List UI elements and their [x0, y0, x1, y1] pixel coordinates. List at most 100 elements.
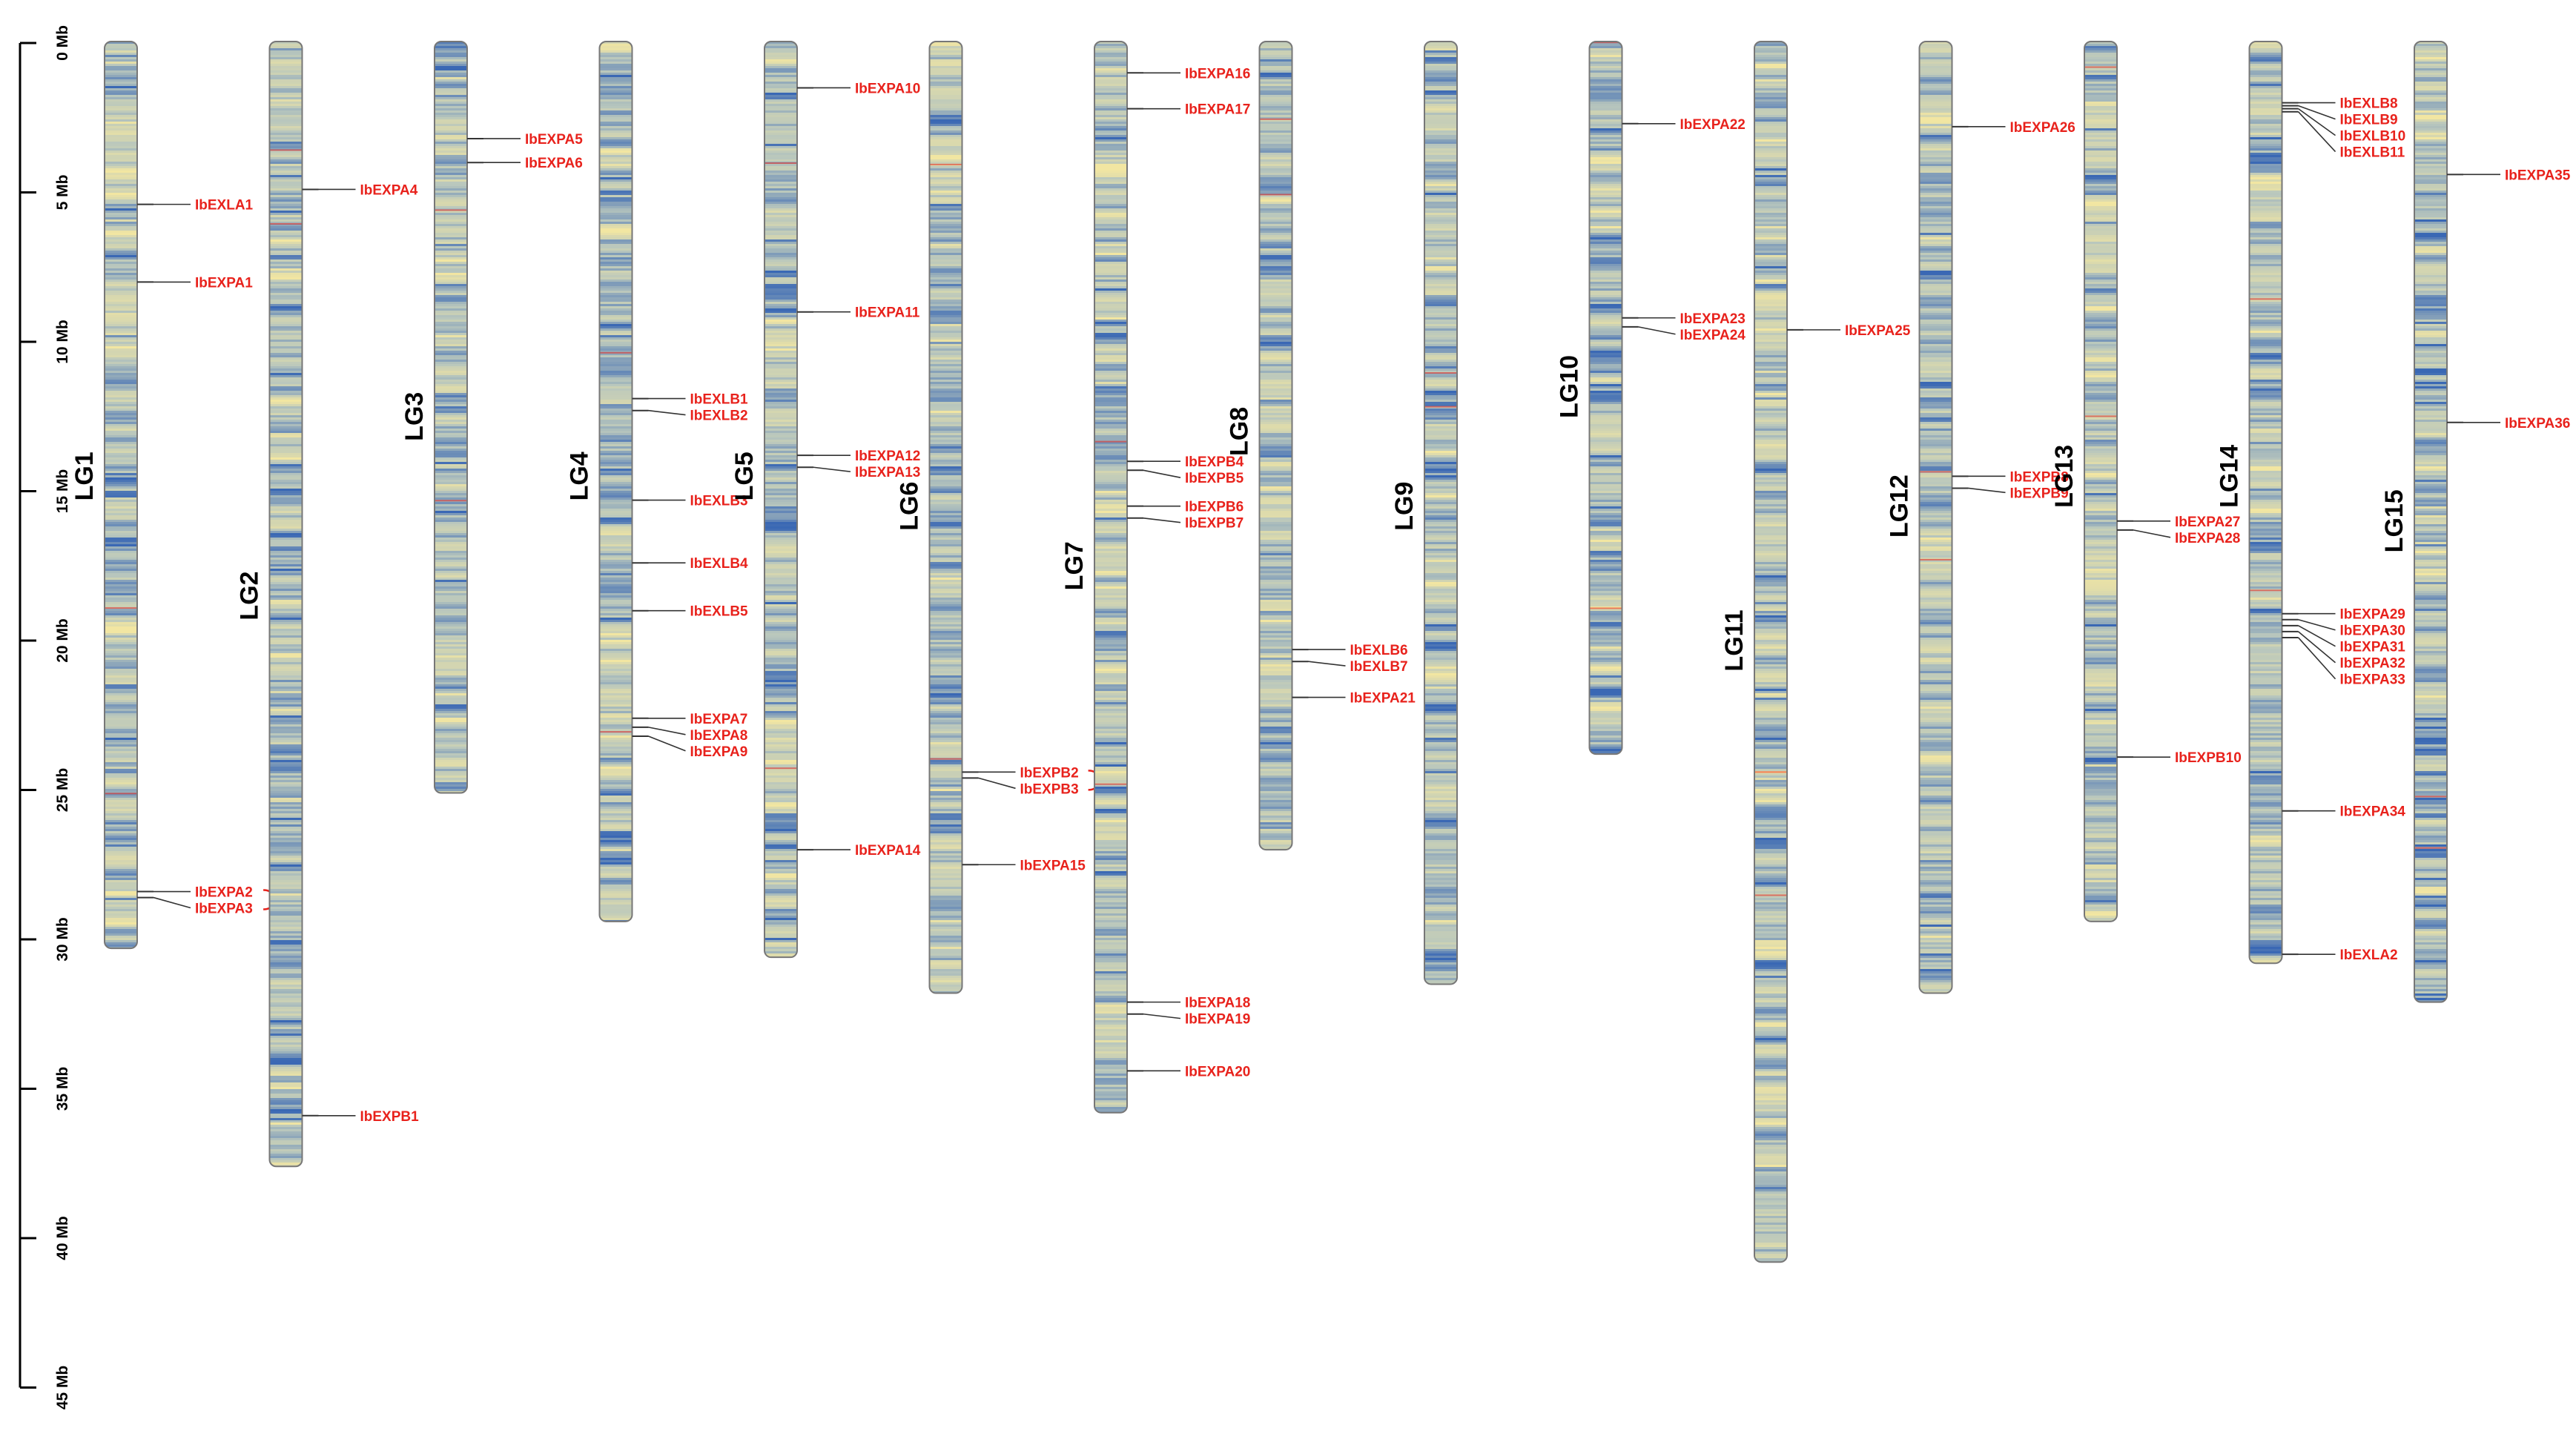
- density-stripe: [1589, 264, 1622, 267]
- density-stripe: [1424, 57, 1457, 60]
- density-stripe: [1754, 328, 1787, 331]
- density-stripe: [599, 522, 633, 525]
- density-stripe: [1754, 651, 1787, 654]
- density-stripe: [1754, 62, 1787, 65]
- density-stripe: [1754, 373, 1787, 376]
- density-stripe: [269, 615, 303, 618]
- density-stripe: [1754, 980, 1787, 983]
- density-stripe: [929, 840, 962, 843]
- density-stripe: [929, 749, 962, 752]
- lg3-label: LG3: [400, 392, 429, 441]
- density-stripe: [929, 513, 962, 516]
- density-stripe: [599, 858, 633, 861]
- density-stripe: [269, 300, 303, 302]
- density-stripe: [1259, 282, 1292, 285]
- density-stripe: [1754, 266, 1787, 269]
- density-stripe: [1754, 297, 1787, 300]
- density-stripe: [435, 413, 467, 416]
- density-stripe: [1094, 1109, 1127, 1112]
- gene-label: IbEXPA19: [1185, 1012, 1250, 1028]
- density-stripe: [1094, 455, 1127, 458]
- density-stripe: [1259, 449, 1292, 452]
- density-stripe: [1754, 1196, 1787, 1199]
- density-stripe: [269, 335, 303, 338]
- density-stripe: [1259, 406, 1292, 409]
- density-stripe: [1919, 259, 1952, 262]
- density-stripe: [1424, 533, 1457, 536]
- density-stripe: [929, 409, 962, 411]
- density-stripe: [105, 302, 137, 305]
- density-stripe: [105, 869, 137, 872]
- density-stripe: [1259, 102, 1292, 105]
- density-stripe: [269, 1062, 303, 1065]
- density-stripe: [1094, 807, 1127, 810]
- density-stripe: [1094, 913, 1127, 916]
- density-stripe: [1424, 647, 1457, 649]
- density-stripe: [269, 93, 303, 96]
- density-stripe: [1424, 629, 1457, 632]
- density-stripe: [1589, 119, 1622, 122]
- density-stripe: [929, 884, 962, 887]
- density-stripe: [1424, 962, 1457, 965]
- density-stripe: [1424, 833, 1457, 836]
- density-stripe: [599, 284, 633, 287]
- density-stripe: [929, 829, 962, 832]
- density-stripe: [269, 811, 303, 814]
- density-stripe: [1259, 506, 1292, 509]
- density-stripe: [599, 64, 633, 67]
- density-stripe: [1754, 824, 1787, 827]
- density-stripe: [269, 442, 303, 445]
- density-stripe: [269, 764, 303, 767]
- density-stripe: [269, 475, 303, 478]
- density-stripe: [1754, 878, 1787, 881]
- density-stripe: [764, 931, 797, 934]
- density-stripe: [1589, 738, 1622, 741]
- density-stripe: [1424, 871, 1457, 874]
- density-stripe: [1919, 213, 1952, 216]
- density-stripe: [1094, 713, 1127, 716]
- density-stripe: [1754, 446, 1787, 449]
- density-stripe: [929, 522, 962, 525]
- density-stripe: [1259, 262, 1292, 265]
- density-stripe: [105, 139, 137, 142]
- density-stripe: [1424, 978, 1457, 981]
- density-stripe: [1259, 486, 1292, 489]
- density-stripe: [1589, 573, 1622, 576]
- density-stripe: [269, 878, 303, 881]
- density-stripe: [105, 322, 137, 325]
- density-stripe: [1754, 569, 1787, 572]
- density-stripe: [435, 515, 467, 518]
- density-stripe: [1094, 678, 1127, 681]
- gene-marker: IbEXPB7: [1127, 516, 1244, 532]
- density-stripe: [1094, 177, 1127, 180]
- scale-tick-label: 10 Mb: [54, 320, 71, 364]
- density-stripe: [1754, 518, 1787, 520]
- density-stripe: [1919, 195, 1952, 198]
- density-stripe: [105, 257, 137, 260]
- density-stripe: [929, 985, 962, 988]
- density-stripe: [764, 375, 797, 378]
- density-stripe: [1589, 449, 1622, 452]
- density-stripe: [1424, 667, 1457, 669]
- density-stripe: [1424, 965, 1457, 968]
- density-stripe: [269, 502, 303, 505]
- density-stripe: [1259, 62, 1292, 65]
- density-stripe: [1754, 720, 1787, 723]
- density-stripe: [1094, 513, 1127, 516]
- density-stripe: [599, 237, 633, 240]
- density-stripe: [1754, 246, 1787, 249]
- density-stripe: [1424, 122, 1457, 125]
- density-stripe: [435, 598, 467, 601]
- density-stripe: [599, 916, 633, 919]
- density-stripe: [1589, 466, 1622, 469]
- density-stripe: [599, 362, 633, 365]
- density-stripe: [599, 584, 633, 587]
- density-stripe: [1754, 79, 1787, 82]
- density-stripe: [1754, 377, 1787, 380]
- density-stripe: [435, 457, 467, 460]
- density-stripe: [929, 887, 962, 890]
- density-stripe: [764, 680, 797, 683]
- density-stripe: [435, 711, 467, 714]
- density-stripe: [764, 451, 797, 454]
- density-stripe: [1589, 682, 1622, 685]
